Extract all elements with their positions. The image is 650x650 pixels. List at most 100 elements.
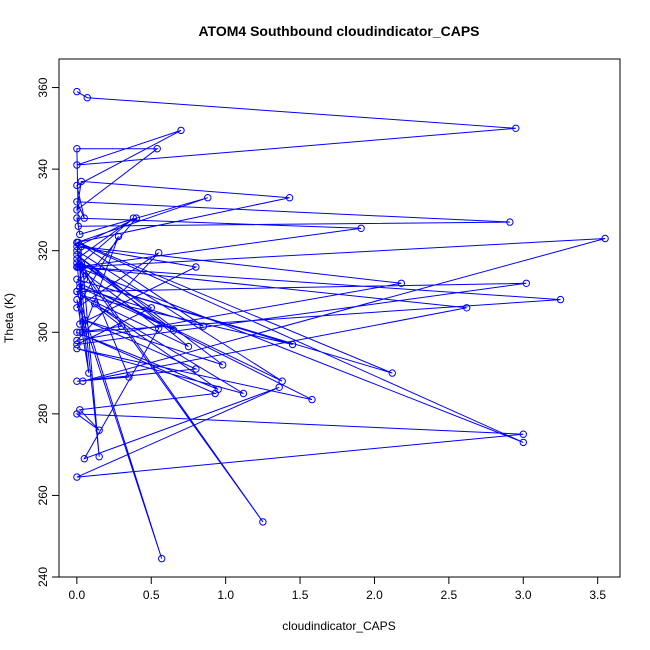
data-point	[158, 554, 166, 563]
data-point	[278, 377, 286, 385]
data-point	[73, 410, 81, 418]
x-tick-label: 3.0	[515, 588, 532, 602]
data-point	[76, 320, 84, 328]
data-point	[114, 232, 123, 241]
data-point	[556, 295, 565, 304]
data-point	[522, 279, 530, 287]
data-point	[211, 389, 219, 398]
x-tick-label: 2.0	[366, 588, 383, 602]
data-point	[76, 279, 84, 287]
data-point	[95, 426, 103, 434]
y-tick-label: 340	[36, 159, 50, 179]
data-point	[147, 304, 156, 312]
data-point	[285, 194, 294, 202]
data-point	[192, 365, 200, 373]
data-point	[219, 361, 227, 369]
data-point	[357, 224, 365, 233]
data-point	[169, 326, 178, 334]
data-point	[77, 177, 86, 186]
data-point	[83, 94, 92, 102]
x-axis-label: cloudindicator_CAPS	[282, 619, 395, 633]
data-point	[601, 234, 609, 243]
data-point	[153, 145, 161, 153]
data-point	[80, 214, 89, 222]
x-tick-label: 0.5	[143, 588, 160, 602]
data-point	[73, 304, 81, 312]
data-point	[73, 295, 81, 304]
data-point	[73, 377, 81, 385]
x-tick-label: 0.0	[69, 588, 86, 602]
data-point	[73, 328, 81, 336]
y-tick-label: 260	[36, 485, 50, 505]
data-point	[308, 395, 316, 404]
data-point	[74, 222, 83, 230]
data-point	[519, 438, 527, 447]
data-point	[73, 473, 81, 481]
data-point	[397, 279, 405, 287]
data-point	[95, 453, 103, 461]
data-point	[73, 251, 81, 259]
data-point	[73, 214, 81, 222]
data-point	[80, 316, 89, 324]
data-point	[129, 214, 138, 222]
data-point	[73, 206, 81, 214]
plot-area	[73, 87, 609, 563]
data-point	[77, 291, 86, 300]
data-point	[73, 287, 81, 296]
data-point	[177, 126, 185, 135]
data-point	[77, 259, 86, 267]
y-tick-label: 240	[36, 567, 50, 587]
data-point	[199, 322, 208, 330]
series-line	[75, 91, 606, 559]
data-point	[155, 324, 163, 332]
y-tick-label: 320	[36, 240, 50, 260]
data-point	[506, 218, 514, 226]
data-point	[79, 263, 87, 271]
data-point	[132, 214, 141, 222]
data-point	[91, 300, 99, 308]
data-point	[73, 344, 81, 353]
data-point	[73, 247, 81, 255]
data-point	[184, 342, 193, 351]
data-point	[73, 242, 81, 251]
data-point	[85, 369, 93, 377]
x-tick-label: 3.5	[589, 588, 606, 602]
y-tick-label: 280	[36, 404, 50, 424]
data-point	[73, 181, 81, 190]
data-point	[76, 230, 84, 239]
data-point	[73, 255, 81, 263]
data-point	[512, 124, 520, 133]
data-point	[80, 275, 89, 283]
x-tick-label: 1.0	[217, 588, 234, 602]
data-point	[388, 369, 396, 377]
data-point	[288, 340, 297, 349]
data-point	[259, 518, 267, 526]
data-point	[275, 383, 283, 391]
data-point	[80, 455, 89, 463]
data-point	[73, 145, 81, 153]
data-point	[117, 322, 126, 330]
data-point	[73, 336, 81, 345]
data-point	[73, 87, 81, 96]
data-point	[76, 328, 84, 336]
data-point	[204, 194, 212, 202]
data-point	[192, 263, 200, 271]
y-axis-label: Theta (K)	[2, 293, 16, 343]
chart-title: ATOM4 Southbound cloudindicator_CAPS	[198, 23, 479, 39]
data-point	[73, 263, 81, 271]
data-point	[155, 249, 163, 257]
data-point	[125, 373, 133, 381]
data-point	[73, 161, 81, 169]
x-tick-label: 1.5	[292, 588, 309, 602]
x-axis: 0.0 0.5 1.0 1.5 2.0 2.5 3.0 3.5	[69, 576, 606, 602]
data-point	[463, 304, 471, 312]
data-point	[73, 340, 81, 349]
data-point	[73, 238, 81, 247]
y-tick-label: 360	[36, 77, 50, 97]
y-tick-label: 300	[36, 322, 50, 342]
y-axis: 240 260 280 300 320 340 360	[36, 77, 60, 587]
data-point	[519, 430, 527, 438]
data-point	[73, 198, 81, 206]
data-point	[239, 389, 248, 398]
